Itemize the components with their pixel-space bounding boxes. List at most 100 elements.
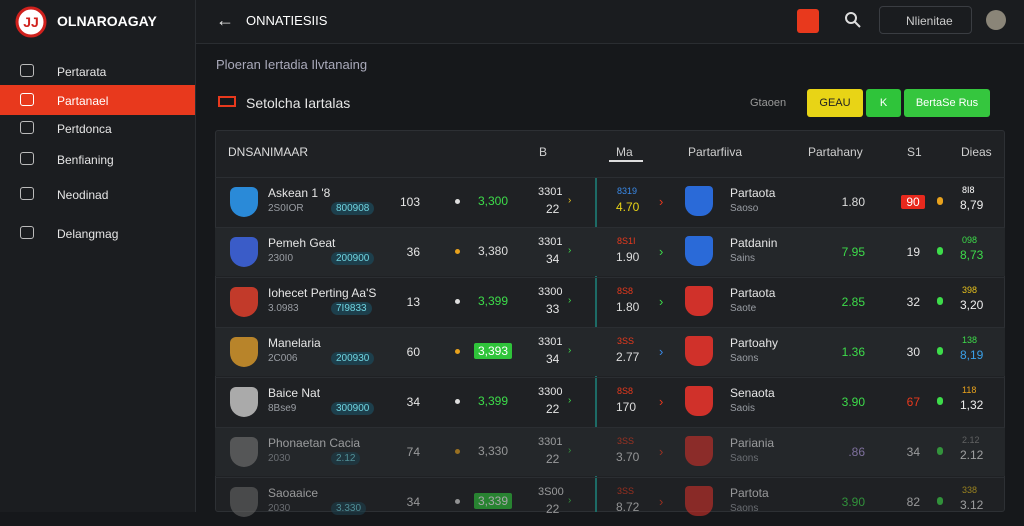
nav-item[interactable]: Benfianing <box>57 153 114 167</box>
team2-badge <box>685 486 713 516</box>
team2-sub: Saons <box>730 353 759 364</box>
trend-arrow: › <box>659 244 664 259</box>
search-box[interactable]: Nlienitae <box>879 6 972 34</box>
column-header[interactable]: Ma <box>616 145 633 159</box>
team-name: Askean 1 '8 <box>268 186 331 200</box>
action-button[interactable]: BertaSe Rus <box>904 89 990 117</box>
status-dot <box>455 349 460 354</box>
odds-bottom: 170 <box>616 400 637 414</box>
filter-label: Gtaoen <box>750 97 787 109</box>
odds-value: 3,339 <box>474 493 513 509</box>
brand-logo: JJ <box>15 6 47 38</box>
market-top: 3301 <box>538 186 563 198</box>
status-dot <box>455 449 460 454</box>
odds-bottom: 4.70 <box>616 200 640 214</box>
s1-value: 32 <box>906 295 920 309</box>
filter-button[interactable]: K <box>866 89 901 117</box>
table-row[interactable] <box>215 477 1005 526</box>
nav-item[interactable]: Partanael <box>0 85 195 115</box>
status-dot <box>937 447 943 455</box>
odds-bottom: 3.70 <box>616 450 640 464</box>
table-row[interactable] <box>215 227 1005 276</box>
stat-value: 36 <box>406 245 420 259</box>
nav-item[interactable]: Pertarata <box>57 65 107 79</box>
status-dot <box>937 197 943 205</box>
team2-badge <box>685 186 713 216</box>
section-icon <box>218 96 236 107</box>
market-top: 3300 <box>538 386 563 398</box>
back-button[interactable]: ← <box>216 10 234 30</box>
odds-value: 3,399 <box>478 294 509 308</box>
status-dot <box>455 499 460 504</box>
team2-name: Partaota <box>730 286 776 300</box>
status-dot <box>937 247 943 255</box>
team-name: Baice Nat <box>268 386 321 400</box>
search-placeholder: Nlienitae <box>906 14 953 28</box>
nav-icon <box>20 187 34 200</box>
team2-badge <box>685 436 713 466</box>
team2-badge <box>685 386 713 416</box>
trend-arrow: › <box>659 394 664 409</box>
status-dot <box>937 397 943 405</box>
filter-button[interactable]: GEAU <box>807 89 863 117</box>
status-dot <box>455 399 460 404</box>
diff-top: 338 <box>962 485 978 495</box>
odds-value: 3,393 <box>474 343 513 359</box>
team2-name: Patdanin <box>730 236 778 250</box>
s1-value: 82 <box>906 495 920 509</box>
nav-item[interactable]: Delangmag <box>57 227 119 241</box>
team-badge <box>230 237 258 267</box>
trend-arrow: › <box>568 195 572 206</box>
odds-top: 3SS <box>617 336 635 346</box>
column-underline <box>609 160 643 162</box>
team-badge <box>230 337 258 367</box>
s1-value: 67 <box>906 395 920 409</box>
diff-bottom: 1,32 <box>960 398 984 412</box>
team2-name: Partaota <box>730 186 776 200</box>
odds-top: 3SS <box>617 486 635 496</box>
column-header[interactable]: Partahany <box>808 145 863 159</box>
team-sub: 2S0IOR <box>268 203 304 214</box>
line-value: .86 <box>848 445 865 459</box>
nav-item[interactable]: Pertdonca <box>57 122 112 136</box>
trend-arrow: › <box>659 494 664 509</box>
nav-item[interactable]: Neodinad <box>57 188 109 202</box>
stat-value: 34 <box>406 395 420 409</box>
brand-name: OLNAROAGAY <box>57 13 157 29</box>
column-header[interactable]: Partarfiiva <box>688 145 743 159</box>
diff-top: 118 <box>962 385 977 395</box>
team-badge <box>230 187 258 217</box>
market-bottom: 34 <box>546 252 560 266</box>
line-value: 3.90 <box>841 395 865 409</box>
column-header[interactable]: Dieas <box>961 145 992 159</box>
odds-bottom: 8.72 <box>616 500 640 514</box>
table-row[interactable] <box>215 327 1005 376</box>
odds-value: 3,300 <box>478 194 509 208</box>
team2-sub: Saois <box>730 403 756 414</box>
trend-arrow: › <box>659 194 664 209</box>
market-bottom: 22 <box>546 402 560 416</box>
table-row[interactable] <box>215 277 1005 326</box>
s1-value: 90 <box>901 195 925 209</box>
breadcrumb: Ploeran Iertadia Ilvtanaing <box>216 57 368 72</box>
table-row[interactable] <box>215 177 1005 226</box>
table-row[interactable] <box>215 427 1005 476</box>
market-bottom: 22 <box>546 452 560 466</box>
team2-sub: Saons <box>730 503 759 514</box>
odds-bottom: 1.90 <box>616 250 640 264</box>
search-icon[interactable] <box>844 11 862 29</box>
stat-value: 34 <box>406 495 420 509</box>
column-header[interactable]: B <box>539 145 548 159</box>
odds-top: 3SS <box>617 436 635 446</box>
team-name: Phonaetan Cacia <box>268 436 361 450</box>
market-top: 3301 <box>538 436 563 448</box>
team-badge <box>230 487 258 517</box>
table-row[interactable] <box>215 377 1005 426</box>
column-header[interactable]: S1 <box>907 145 922 159</box>
column-header[interactable]: DNSANIMAAR <box>228 145 309 159</box>
nav-icon <box>20 152 34 165</box>
team-badge <box>230 387 258 417</box>
alert-button[interactable] <box>797 9 819 33</box>
avatar[interactable] <box>986 10 1006 30</box>
odds-top: 8S8 <box>617 386 634 396</box>
